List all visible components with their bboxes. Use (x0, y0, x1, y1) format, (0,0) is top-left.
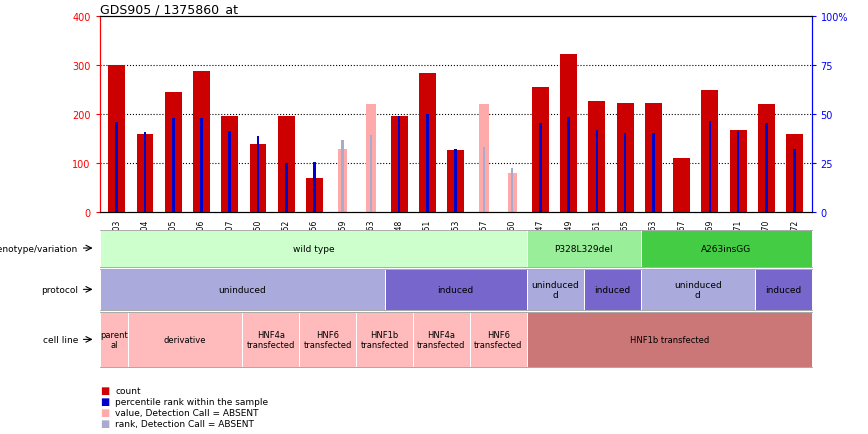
Text: count: count (115, 386, 141, 395)
Bar (730, 131, 746, 213)
Text: uninduced
d: uninduced d (531, 280, 579, 299)
Bar (479, 105, 489, 213)
Bar (539, 124, 542, 213)
Text: cell line: cell line (43, 335, 78, 344)
Text: uninduced
d: uninduced d (674, 280, 721, 299)
Bar (370, 135, 372, 213)
Bar (616, 103, 634, 213)
Text: derivative: derivative (164, 335, 207, 344)
Bar (144, 133, 147, 213)
Bar (313, 163, 316, 213)
Bar (645, 103, 662, 213)
Bar (737, 132, 740, 213)
Bar (674, 159, 690, 213)
Bar (595, 131, 598, 213)
Bar (708, 122, 711, 213)
Text: HNF1b transfected: HNF1b transfected (629, 335, 709, 344)
Text: HNF6
transfected: HNF6 transfected (304, 330, 352, 349)
Text: ■: ■ (100, 418, 109, 428)
Bar (338, 149, 347, 213)
Text: HNF1b
transfected: HNF1b transfected (360, 330, 409, 349)
Bar (793, 149, 796, 213)
Bar (426, 115, 429, 213)
Bar (221, 117, 238, 213)
Text: protocol: protocol (41, 285, 78, 294)
Bar (624, 134, 627, 213)
Bar (115, 122, 118, 213)
Text: HNF4a
transfected: HNF4a transfected (247, 330, 295, 349)
Bar (398, 116, 400, 213)
Bar (257, 137, 260, 213)
Text: ■: ■ (100, 408, 109, 417)
Bar (758, 105, 775, 213)
Bar (447, 150, 464, 213)
Bar (560, 55, 577, 213)
Bar (508, 174, 516, 213)
Bar (108, 66, 125, 213)
Bar (228, 132, 231, 213)
Text: rank, Detection Call = ABSENT: rank, Detection Call = ABSENT (115, 419, 254, 427)
Bar (366, 105, 376, 213)
Bar (165, 93, 181, 213)
Text: value, Detection Call = ABSENT: value, Detection Call = ABSENT (115, 408, 259, 417)
Text: induced: induced (765, 285, 801, 294)
Bar (419, 74, 436, 213)
Text: wild type: wild type (293, 244, 334, 253)
Text: A263insGG: A263insGG (701, 244, 752, 253)
Bar (786, 135, 803, 213)
Text: genotype/variation: genotype/variation (0, 244, 78, 253)
Text: HNF4a
transfected: HNF4a transfected (418, 330, 465, 349)
Text: parent
al: parent al (100, 330, 128, 349)
Bar (285, 164, 287, 213)
Text: induced: induced (437, 285, 474, 294)
Bar (306, 178, 323, 213)
Bar (249, 144, 266, 213)
Bar (136, 135, 154, 213)
Text: P328L329del: P328L329del (555, 244, 613, 253)
Bar (701, 91, 719, 213)
Bar (193, 72, 210, 213)
Text: ■: ■ (100, 386, 109, 395)
Bar (391, 117, 408, 213)
Bar (532, 88, 549, 213)
Bar (483, 148, 485, 213)
Bar (511, 169, 514, 213)
Text: ■: ■ (100, 397, 109, 406)
Text: GDS905 / 1375860_at: GDS905 / 1375860_at (100, 3, 238, 16)
Bar (278, 117, 295, 213)
Bar (341, 141, 344, 213)
Bar (201, 119, 203, 213)
Bar (765, 123, 767, 213)
Text: HNF6
transfected: HNF6 transfected (474, 330, 523, 349)
Bar (568, 118, 570, 213)
Bar (589, 101, 605, 213)
Text: induced: induced (595, 285, 630, 294)
Text: percentile rank within the sample: percentile rank within the sample (115, 397, 268, 406)
Bar (172, 118, 174, 213)
Bar (652, 134, 654, 213)
Bar (455, 149, 457, 213)
Text: uninduced: uninduced (218, 285, 266, 294)
